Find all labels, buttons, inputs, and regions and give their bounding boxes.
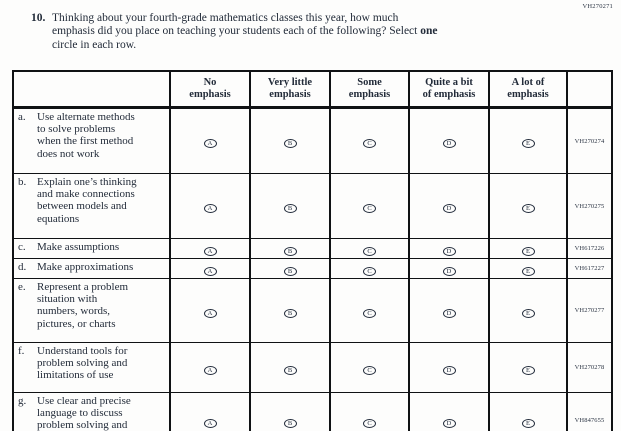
emphasis-matrix-table: No emphasis Very little emphasis Some em…: [12, 70, 613, 431]
row-label-header: [12, 70, 171, 109]
answer-bubble[interactable]: B: [283, 418, 297, 428]
item-code: VH270275: [566, 173, 613, 239]
column-header-no-emphasis: No emphasis: [169, 70, 251, 109]
answer-bubble[interactable]: B: [283, 246, 297, 256]
question-bold-word: one: [420, 25, 438, 38]
row-label-text: Understand tools for problem solving and…: [37, 345, 128, 382]
row-letter: e.: [18, 281, 26, 293]
table-row: b. Explain one’s thinking and make connec…: [12, 173, 613, 239]
item-code: VH270274: [566, 107, 613, 174]
answer-bubble[interactable]: C: [363, 418, 376, 428]
row-label-text: Use clear and precise language to discus…: [37, 395, 131, 431]
answer-bubble[interactable]: B: [283, 266, 297, 276]
answer-bubble[interactable]: B: [283, 308, 297, 318]
answer-bubble[interactable]: C: [363, 246, 376, 256]
answer-bubble[interactable]: A: [203, 246, 217, 256]
column-header-quite-a-bit-of-emphasis: Quite a bit of emphasis: [408, 70, 490, 109]
answer-bubble[interactable]: D: [442, 204, 456, 213]
row-letter: c.: [18, 241, 26, 253]
column-header-a-lot-of-emphasis: A lot of emphasis: [488, 70, 568, 109]
row-label: c. Make assumptions: [12, 238, 171, 259]
item-code: VH617227: [566, 258, 613, 279]
row-label-text: Represent a problem situation with numbe…: [37, 281, 129, 330]
row-label: b. Explain one’s thinking and make connec…: [12, 173, 171, 239]
answer-bubble[interactable]: B: [283, 204, 297, 213]
answer-bubble[interactable]: A: [203, 418, 217, 428]
row-letter: b.: [18, 176, 27, 188]
row-label: g. Use clear and precise language to disc…: [12, 392, 171, 431]
question-line-2: emphasis did you place on teaching your …: [52, 25, 438, 38]
row-letter: f.: [18, 345, 25, 357]
question-number: 10.: [31, 12, 46, 24]
item-code: VH617226: [566, 238, 613, 259]
column-header-very-little-emphasis: Very little emphasis: [249, 70, 331, 109]
answer-bubble[interactable]: A: [203, 266, 217, 276]
answer-bubble[interactable]: D: [442, 246, 456, 256]
answer-bubble[interactable]: D: [442, 266, 456, 276]
answer-bubble[interactable]: C: [363, 365, 376, 375]
answer-bubble[interactable]: A: [203, 204, 217, 213]
answer-bubble[interactable]: C: [363, 308, 376, 318]
table-row: d. Make approximations A B C D E VH617227: [12, 258, 613, 279]
row-letter: d.: [18, 261, 27, 273]
row-label-text: Make assumptions: [37, 241, 120, 253]
table-row: a. Use alternate methods to solve problem…: [12, 107, 613, 174]
table-row: c. Make assumptions A B C D E VH617226: [12, 238, 613, 259]
header-row: No emphasis Very little emphasis Some em…: [12, 70, 613, 109]
row-label: e. Represent a problem situation with num…: [12, 278, 171, 343]
answer-bubble[interactable]: A: [203, 308, 217, 318]
row-label: a. Use alternate methods to solve problem…: [12, 107, 171, 174]
item-code: VH270278: [566, 342, 613, 393]
row-letter: a.: [18, 111, 26, 123]
page-code: VH270271: [582, 3, 613, 10]
answer-bubble[interactable]: E: [521, 139, 535, 148]
answer-bubble[interactable]: C: [363, 139, 376, 148]
row-label-text: Make approximations: [37, 261, 134, 273]
question-line-1: Thinking about your fourth-grade mathema…: [52, 12, 399, 24]
table-row: f. Understand tools for problem solving a…: [12, 342, 613, 393]
row-label: d. Make approximations: [12, 258, 171, 279]
answer-bubble[interactable]: D: [442, 418, 456, 428]
row-label: f. Understand tools for problem solving a…: [12, 342, 171, 393]
item-code: VH270277: [566, 278, 613, 343]
table-row: e. Represent a problem situation with num…: [12, 278, 613, 343]
answer-bubble[interactable]: A: [203, 365, 217, 375]
row-label-text: Use alternate methods to solve problems …: [37, 111, 135, 160]
row-letter: g.: [18, 395, 27, 407]
answer-bubble[interactable]: B: [283, 365, 297, 375]
answer-bubble[interactable]: E: [521, 266, 535, 276]
row-label-text: Explain one’s thinking and make connecti…: [37, 176, 137, 225]
question-text: Thinking about your fourth-grade mathema…: [52, 12, 437, 52]
answer-bubble[interactable]: E: [521, 365, 535, 375]
question-line-3: circle in each row.: [52, 38, 137, 51]
answer-bubble[interactable]: E: [521, 418, 535, 428]
question-block: 10. Thinking about your fourth-grade mat…: [31, 12, 437, 52]
table-row: g. Use clear and precise language to disc…: [12, 392, 613, 431]
answer-bubble[interactable]: D: [442, 139, 456, 148]
answer-bubble[interactable]: D: [442, 365, 456, 375]
answer-bubble[interactable]: E: [521, 308, 535, 318]
answer-bubble[interactable]: A: [203, 139, 217, 148]
code-column-header: [566, 70, 613, 109]
answer-bubble[interactable]: E: [521, 204, 535, 213]
answer-bubble[interactable]: B: [283, 139, 297, 148]
column-header-some-emphasis: Some emphasis: [329, 70, 410, 109]
answer-bubble[interactable]: C: [363, 266, 376, 276]
answer-bubble[interactable]: C: [363, 204, 376, 213]
answer-bubble[interactable]: E: [521, 246, 535, 256]
item-code: VH847655: [566, 392, 613, 431]
answer-bubble[interactable]: D: [442, 308, 456, 318]
